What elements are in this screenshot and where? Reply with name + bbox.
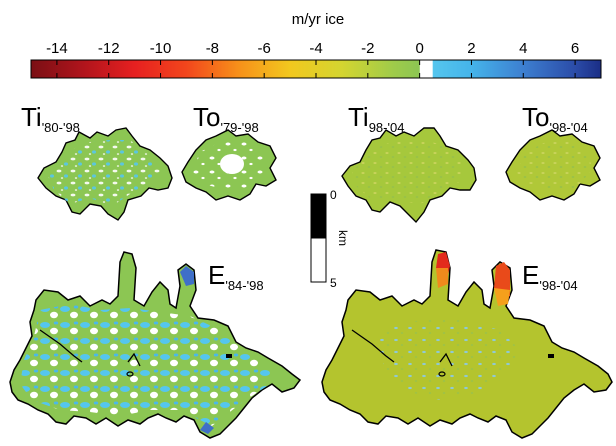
glacier-tongue-blue xyxy=(180,266,194,286)
panel-ti-98-04: Ti98-'04 xyxy=(341,102,477,224)
panel-label-sub: '84-'98 xyxy=(225,278,263,293)
panel-label-sub: '98-'04 xyxy=(539,278,577,293)
panel-ti-80-98: Ti'80-'98 xyxy=(21,102,173,221)
panel-to-79-98: To'79-'98 xyxy=(181,102,277,201)
glacier-specks xyxy=(376,320,520,400)
colorbar-tick-label: -8 xyxy=(206,40,219,57)
panel-label: E'84-'98 xyxy=(208,260,264,293)
glacier-specks xyxy=(352,138,462,204)
scalebar-unit: km xyxy=(336,230,350,246)
panel-label: E'98-'04 xyxy=(522,260,578,293)
panel-label-main: Ti xyxy=(348,102,369,132)
colorbar-tick-label: 6 xyxy=(571,40,579,57)
panel-label: Ti'80-'98 xyxy=(21,102,80,135)
glacier-specks xyxy=(516,140,592,190)
panel-label-sub: 98-'04 xyxy=(369,120,405,135)
glacier-inner-line xyxy=(351,329,395,363)
colorbar-tick-label: 4 xyxy=(519,40,527,57)
panel-label-main: To xyxy=(193,102,220,132)
scalebar-bottom-label: 5 xyxy=(330,276,337,290)
colorbar: m/yr ice -14 -12 -10 -8 -6 -4 -2 0 2 4 6 xyxy=(30,11,602,79)
glacier-tongue-orange xyxy=(494,288,510,306)
scalebar-black-segment xyxy=(310,193,327,239)
panel-label-sub: '98-'04 xyxy=(549,120,587,135)
colorbar-tick-label: -10 xyxy=(150,40,172,57)
panel-label: To'79-'98 xyxy=(193,102,259,135)
scalebar: 0 5 km xyxy=(310,188,350,290)
colorbar-tick-label: -14 xyxy=(46,40,68,57)
scalebar-top-label: 0 xyxy=(330,188,337,202)
nunatak xyxy=(226,354,232,358)
colorbar-tick-label: -6 xyxy=(258,40,271,57)
panel-label: To'98-'04 xyxy=(522,102,588,135)
colorbar-tick-label: -12 xyxy=(98,40,120,57)
colorbar-tick-label: -4 xyxy=(309,40,322,57)
glacier-specks xyxy=(48,140,162,206)
colorbar-tick-label: 2 xyxy=(467,40,475,57)
panel-label: Ti98-'04 xyxy=(348,102,404,135)
panel-to-98-04: To'98-'04 xyxy=(505,102,601,201)
colorbar-tick-marks xyxy=(56,60,576,78)
glacier-tongue-blue xyxy=(200,422,214,434)
panel-label-main: Ti xyxy=(21,102,42,132)
glacier-specks xyxy=(20,304,270,426)
glacier-hole xyxy=(220,154,244,174)
panel-e-84-98: E'84-'98 xyxy=(9,251,302,439)
scalebar-white-segment xyxy=(310,237,327,283)
glacier-inner-line xyxy=(39,329,83,363)
panel-label-main: E xyxy=(208,260,225,290)
nunatak xyxy=(548,354,554,358)
panel-label-main: To xyxy=(522,102,549,132)
colorbar-tick-label: 0 xyxy=(415,40,423,57)
glacier-inner-line xyxy=(439,352,453,367)
panel-label-sub: '80-'98 xyxy=(42,120,80,135)
panel-label-main: E xyxy=(522,260,539,290)
panel-e-98-04: E'98-'04 xyxy=(321,249,613,439)
colorbar-unit-label: m/yr ice xyxy=(292,11,345,28)
glacier-inner-line xyxy=(127,352,141,367)
nunatak xyxy=(438,371,446,377)
colorbar-tick-label: -2 xyxy=(361,40,374,57)
glacier-tongue-orange xyxy=(436,268,448,288)
colorbar-ticks: -14 -12 -10 -8 -6 -4 -2 0 2 4 6 xyxy=(46,40,579,57)
nunatak xyxy=(126,371,134,377)
